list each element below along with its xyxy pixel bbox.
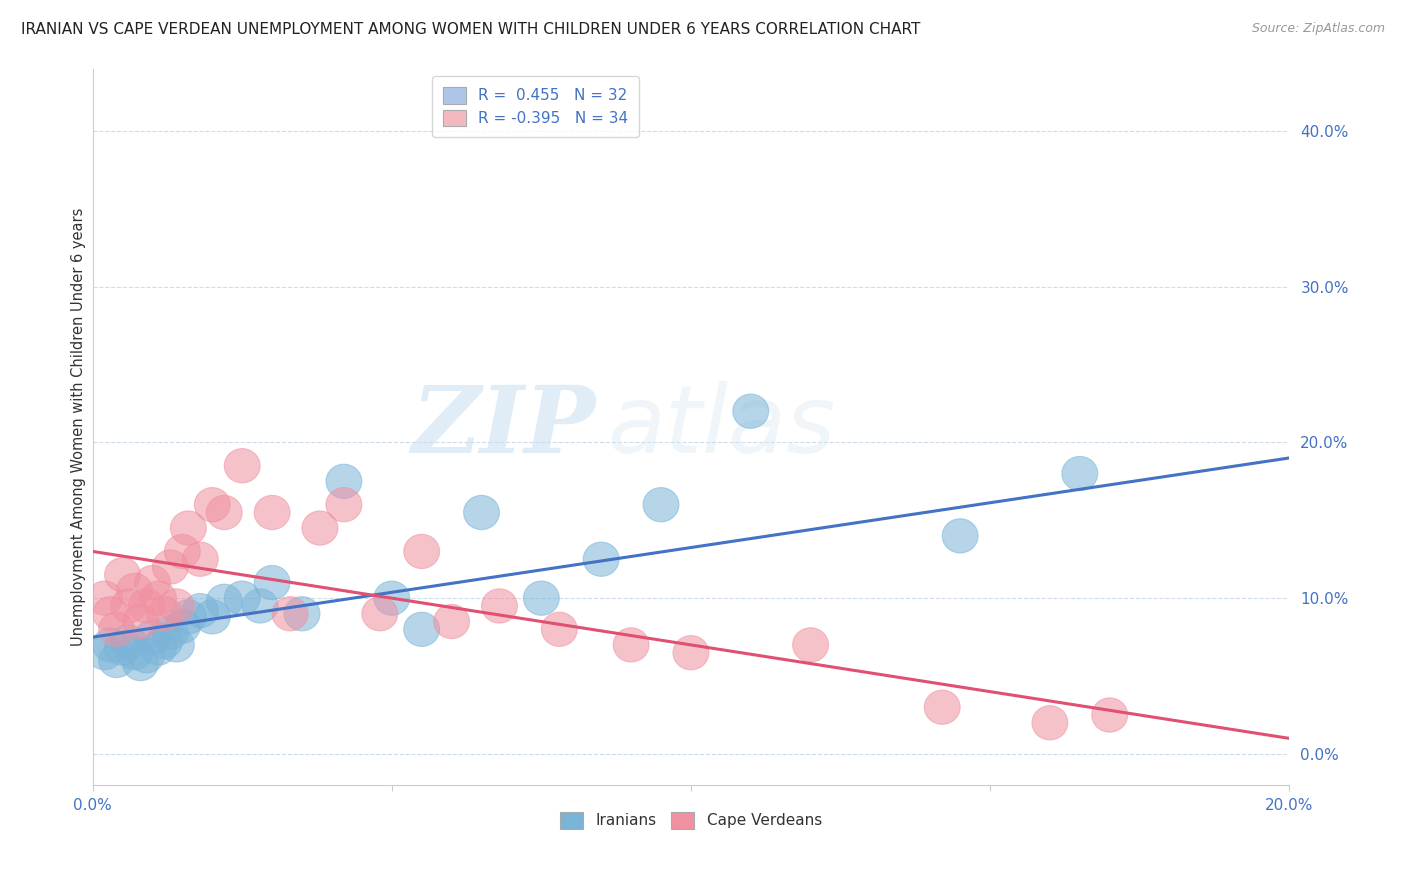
Ellipse shape [194,599,231,634]
Ellipse shape [464,495,499,530]
Ellipse shape [183,542,218,576]
Ellipse shape [104,558,141,592]
Ellipse shape [117,574,152,607]
Ellipse shape [361,597,398,631]
Ellipse shape [170,599,207,634]
Ellipse shape [224,581,260,615]
Ellipse shape [146,597,183,631]
Ellipse shape [135,566,170,599]
Y-axis label: Unemployment Among Women with Children Under 6 years: Unemployment Among Women with Children U… [72,208,86,646]
Ellipse shape [793,628,828,662]
Ellipse shape [613,628,650,662]
Ellipse shape [643,488,679,522]
Ellipse shape [135,620,170,654]
Legend: Iranians, Cape Verdeans: Iranians, Cape Verdeans [554,805,828,835]
Ellipse shape [146,624,183,659]
Ellipse shape [122,605,159,639]
Ellipse shape [254,566,290,599]
Text: IRANIAN VS CAPE VERDEAN UNEMPLOYMENT AMONG WOMEN WITH CHILDREN UNDER 6 YEARS COR: IRANIAN VS CAPE VERDEAN UNEMPLOYMENT AMO… [21,22,921,37]
Ellipse shape [583,542,619,576]
Ellipse shape [1092,698,1128,732]
Ellipse shape [273,597,308,631]
Ellipse shape [152,615,188,649]
Ellipse shape [1032,706,1067,740]
Ellipse shape [207,495,242,530]
Ellipse shape [302,511,337,545]
Ellipse shape [122,647,159,681]
Ellipse shape [1062,457,1098,491]
Text: atlas: atlas [607,381,835,472]
Ellipse shape [284,597,321,631]
Ellipse shape [733,394,769,428]
Ellipse shape [128,589,165,624]
Ellipse shape [152,549,188,584]
Ellipse shape [98,643,135,678]
Ellipse shape [87,581,122,615]
Ellipse shape [254,495,290,530]
Ellipse shape [673,635,709,670]
Ellipse shape [194,488,231,522]
Ellipse shape [942,519,979,553]
Ellipse shape [159,628,194,662]
Ellipse shape [159,589,194,624]
Ellipse shape [141,631,176,665]
Ellipse shape [117,635,152,670]
Ellipse shape [170,511,207,545]
Ellipse shape [541,612,578,647]
Ellipse shape [481,589,517,624]
Ellipse shape [165,534,200,568]
Ellipse shape [207,584,242,618]
Text: Source: ZipAtlas.com: Source: ZipAtlas.com [1251,22,1385,36]
Ellipse shape [224,449,260,483]
Ellipse shape [326,464,361,499]
Ellipse shape [523,581,560,615]
Ellipse shape [141,581,176,615]
Ellipse shape [111,624,146,659]
Ellipse shape [111,589,146,624]
Text: ZIP: ZIP [411,382,595,472]
Ellipse shape [98,612,135,647]
Ellipse shape [104,631,141,665]
Ellipse shape [374,581,409,615]
Ellipse shape [165,609,200,643]
Ellipse shape [924,690,960,724]
Ellipse shape [87,635,122,670]
Ellipse shape [183,593,218,628]
Ellipse shape [93,628,128,662]
Ellipse shape [326,488,361,522]
Ellipse shape [404,534,440,568]
Ellipse shape [404,612,440,647]
Ellipse shape [128,639,165,673]
Ellipse shape [93,597,128,631]
Ellipse shape [433,605,470,639]
Ellipse shape [242,589,278,624]
